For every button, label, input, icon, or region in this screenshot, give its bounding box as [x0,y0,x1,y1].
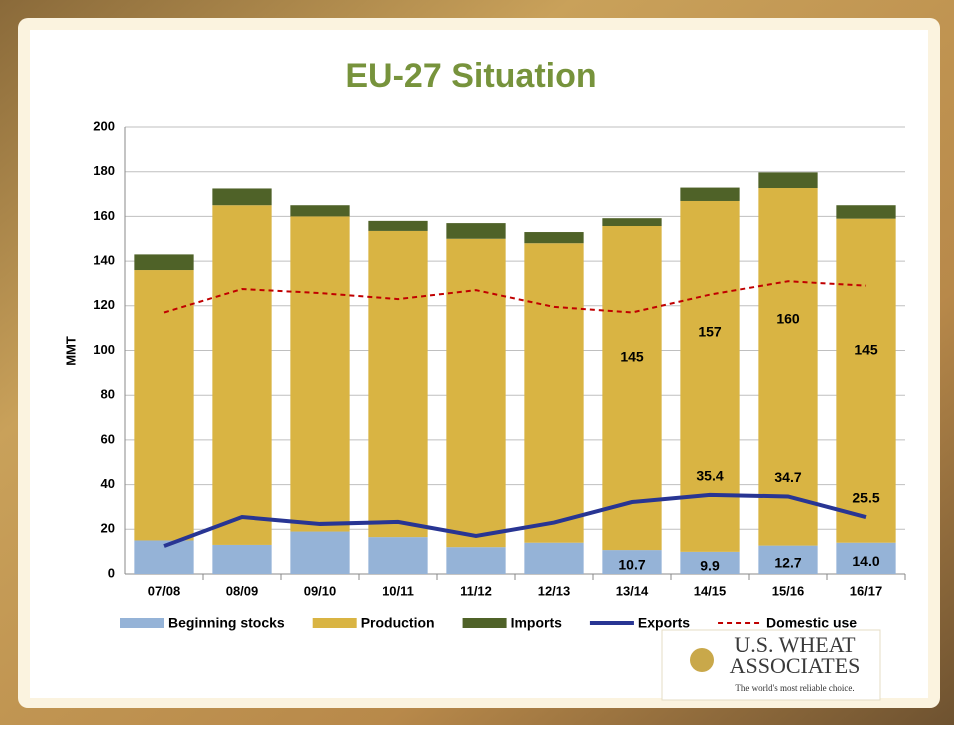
data-label: 145 [854,341,878,357]
bar [290,216,349,531]
data-label: 145 [620,349,644,365]
bar [758,188,817,546]
data-label: 10.7 [618,557,645,573]
logo-tagline: The world's most reliable choice. [735,683,854,693]
y-tick-label: 0 [108,565,115,580]
logo-name: ASSOCIATES [730,653,861,678]
data-label: 34.7 [774,469,801,485]
bar [290,205,349,216]
bar [836,205,895,218]
bar [524,543,583,574]
x-tick-label: 14/15 [694,583,727,598]
legend-label: Beginning stocks [168,615,285,631]
x-tick-label: 10/11 [382,583,414,598]
y-tick-label: 60 [101,431,115,446]
bar [212,205,271,545]
bar [602,218,661,226]
data-label: 157 [698,324,722,340]
data-label: 9.9 [700,558,720,574]
y-tick-label: 180 [93,163,115,178]
y-tick-label: 200 [93,118,115,133]
x-tick-label: 15/16 [772,583,805,598]
data-label: 14.0 [852,553,879,569]
x-tick-label: 09/10 [304,583,337,598]
bar [134,270,193,540]
legend-swatch [463,618,507,628]
x-tick-label: 11/12 [460,583,492,598]
legend-label: Domestic use [766,615,857,631]
data-label: 160 [776,311,800,327]
bar [134,254,193,270]
bar [212,545,271,574]
y-tick-label: 100 [93,342,115,357]
bar [680,201,739,552]
y-tick-label: 140 [93,253,115,268]
bar [524,232,583,243]
y-tick-label: 80 [101,387,115,402]
bar [368,231,427,537]
legend-label: Imports [511,615,563,631]
legend-label: Exports [638,615,690,631]
logo-icon [690,648,714,672]
x-tick-label: 08/09 [226,583,259,598]
legend-swatch [120,618,164,628]
x-tick-label: 13/14 [616,583,649,598]
y-tick-label: 160 [93,208,115,223]
bar [212,188,271,205]
bar [368,537,427,574]
slide: EU-27 Situation MMT 0 20 40 60 80 100 120 140 16… [0,0,954,725]
bar [680,188,739,201]
legend-label: Production [361,615,435,631]
data-label: 35.4 [696,468,723,484]
bar [446,223,505,239]
x-tick-label: 07/08 [148,583,181,598]
y-tick-label: 120 [93,297,115,312]
bar [290,532,349,574]
bar [446,239,505,547]
y-tick-label: 20 [101,521,115,536]
bar [368,221,427,231]
y-tick-label: 40 [101,476,115,491]
bar [446,547,505,574]
x-tick-label: 12/13 [538,583,571,598]
bar [524,243,583,542]
data-label: 25.5 [852,490,879,506]
chart-title: EU-27 Situation [345,57,596,95]
y-axis-label: MMT [63,336,78,366]
data-label: 12.7 [774,555,801,571]
bar [758,172,817,188]
legend-swatch [313,618,357,628]
x-tick-label: 16/17 [850,583,883,598]
logo: U.S. WHEAT ASSOCIATES The world's most r… [662,630,880,700]
